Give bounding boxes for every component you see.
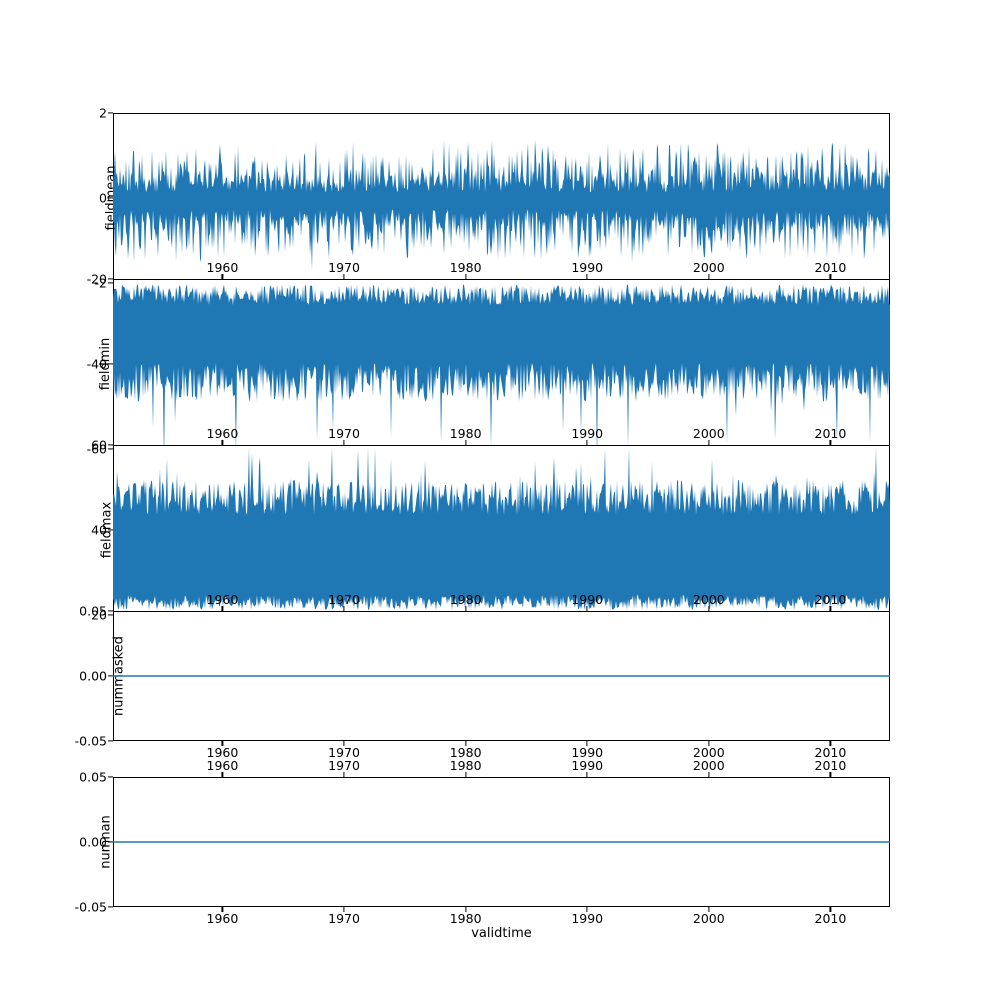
subplot-numnan: numnan validtime 0.05 0.00 -0.05 1960 1960 19… <box>113 777 890 907</box>
xtick-label: 1990 <box>571 911 603 926</box>
xtick-label-top: 1990 <box>571 592 603 607</box>
xtick-label-top: 1960 <box>207 758 239 773</box>
ytick-mark <box>108 363 113 364</box>
numnan-series <box>113 777 890 907</box>
subplot-fieldmax: fieldmax 6040201960196019701970198019801… <box>113 445 890 615</box>
xtick-label-top: 1980 <box>450 758 482 773</box>
xtick-label-top: 1980 <box>450 592 482 607</box>
xtick-label-top: 2010 <box>815 758 847 773</box>
nummasked-series <box>113 611 890 741</box>
ytick-label: 0.00 <box>79 835 107 850</box>
xtick-label: 1980 <box>450 911 482 926</box>
xtick-label-top: 1990 <box>571 758 603 773</box>
xtick-label-top: 1960 <box>207 592 239 607</box>
subplot-fieldmean: fieldmean 20-2196019701980199020002010 <box>113 113 890 283</box>
ytick-mark <box>108 740 113 741</box>
xtick-label-top: 1980 <box>450 426 482 441</box>
ytick-label: 0 <box>99 191 107 206</box>
xtick-label: 2010 <box>815 911 847 926</box>
ytick-label: 40 <box>91 523 107 538</box>
xtick-label-top: 2010 <box>815 260 847 275</box>
xlabel: validtime <box>113 926 890 941</box>
xtick-label-top: 1970 <box>328 758 360 773</box>
ytick-mark <box>108 278 113 279</box>
xtick-label-top: 1970 <box>328 592 360 607</box>
xtick-label-top: 2000 <box>693 260 725 275</box>
xtick-label: 1960 <box>207 911 239 926</box>
xtick-label-top: 1990 <box>571 260 603 275</box>
ytick-label: -0.05 <box>75 734 107 749</box>
xtick-label-top: 1960 <box>207 260 239 275</box>
xtick-label: 1970 <box>328 911 360 926</box>
xtick-label-top: 1960 <box>207 426 239 441</box>
xtick-label-top: 2000 <box>693 426 725 441</box>
ytick-mark <box>108 776 113 777</box>
fieldmin-series <box>113 279 890 449</box>
xtick-label-top: 2010 <box>815 426 847 441</box>
xtick-label-top: 1980 <box>450 260 482 275</box>
ytick-mark <box>108 529 113 530</box>
subplot-fieldmin: fieldmin -20-40-601960196019701970198019… <box>113 279 890 449</box>
xtick-label-top: 1970 <box>328 260 360 275</box>
xtick-label-top: 1990 <box>571 426 603 441</box>
xtick-label-top: 2000 <box>693 758 725 773</box>
ytick-mark <box>108 906 113 907</box>
ytick-mark <box>108 610 113 611</box>
fieldmax-series <box>113 445 890 615</box>
ytick-mark <box>108 675 113 676</box>
ytick-label: 2 <box>99 106 107 121</box>
xtick-label-top: 1970 <box>328 426 360 441</box>
ytick-label: -20 <box>87 272 107 287</box>
ytick-mark <box>108 197 113 198</box>
ytick-label: 60 <box>91 438 107 453</box>
ytick-label: 0.00 <box>79 669 107 684</box>
ytick-label: -0.05 <box>75 900 107 915</box>
fieldmean-series <box>113 113 890 283</box>
xtick-label-top: 2000 <box>693 592 725 607</box>
ytick-mark <box>108 444 113 445</box>
ytick-label: -40 <box>87 357 107 372</box>
chart-figure: va150m, lev=0, 19510101T0100 to 20141231… <box>0 0 1000 1000</box>
ytick-mark <box>108 841 113 842</box>
ytick-label: 0.05 <box>79 770 107 785</box>
ytick-mark <box>108 112 113 113</box>
subplot-nummasked: nummasked 0.05 0.00 -0.05 1960 1960 1970 1970 1… <box>113 611 890 741</box>
xtick-label-top: 2010 <box>815 592 847 607</box>
ytick-label: 0.05 <box>79 604 107 619</box>
xtick-label: 2000 <box>693 911 725 926</box>
